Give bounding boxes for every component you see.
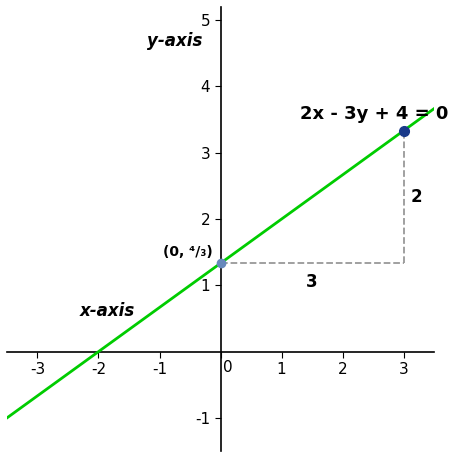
Text: x-axis: x-axis	[80, 302, 135, 320]
Text: 3: 3	[306, 273, 318, 291]
Text: 2: 2	[411, 188, 422, 206]
Text: 2x - 3y + 4 = 0: 2x - 3y + 4 = 0	[300, 105, 448, 123]
Text: (0, ⁴/₃): (0, ⁴/₃)	[164, 245, 213, 259]
Text: y-axis: y-axis	[147, 32, 202, 50]
Text: 0: 0	[223, 360, 233, 375]
